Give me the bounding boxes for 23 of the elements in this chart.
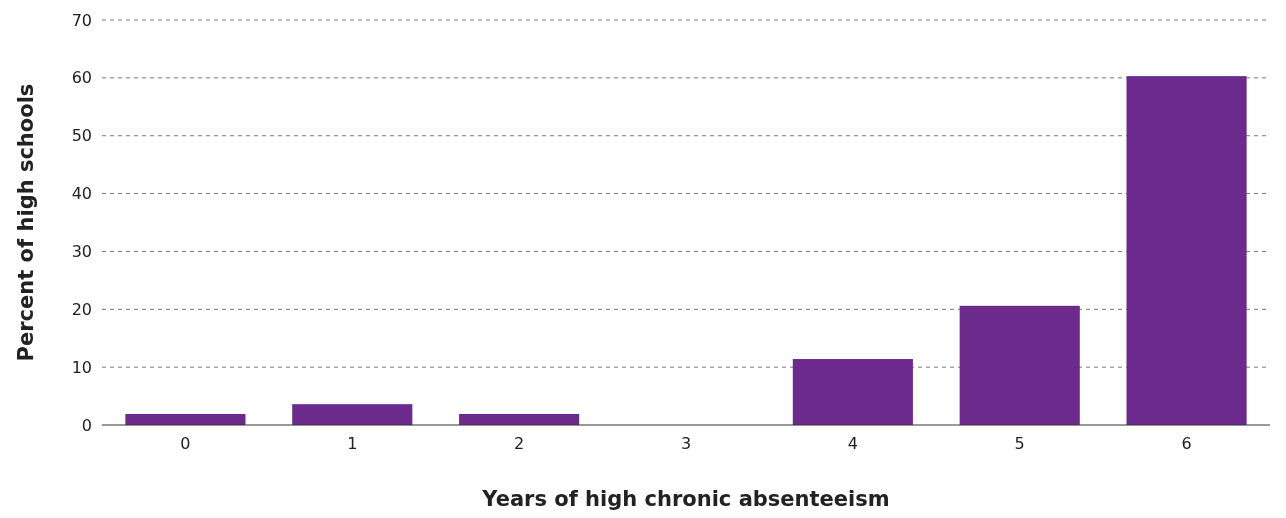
y-tick-label: 20 bbox=[71, 299, 92, 319]
bar bbox=[959, 305, 1080, 425]
x-axis-title: Years of high chronic absenteeism bbox=[481, 487, 890, 511]
y-tick-label: 30 bbox=[71, 242, 92, 262]
bar bbox=[1126, 76, 1247, 425]
y-axis-title: Percent of high schools bbox=[14, 83, 38, 362]
x-tick-label: 1 bbox=[347, 434, 358, 453]
x-tick-label: 0 bbox=[180, 434, 191, 453]
bar bbox=[125, 414, 246, 425]
y-tick-label: 60 bbox=[71, 68, 92, 88]
y-tick-label: 70 bbox=[71, 10, 92, 30]
bar bbox=[292, 404, 413, 425]
y-tick-label: 10 bbox=[71, 357, 92, 377]
y-tick-label: 50 bbox=[71, 126, 92, 146]
y-tick-label: 40 bbox=[71, 184, 92, 204]
x-tick-label: 4 bbox=[847, 434, 858, 453]
x-tick-label: 6 bbox=[1181, 434, 1192, 453]
x-tick-label: 5 bbox=[1014, 434, 1025, 453]
x-tick-label: 3 bbox=[680, 434, 692, 453]
bar bbox=[792, 359, 913, 425]
bar bbox=[459, 414, 580, 425]
y-tick-label: 0 bbox=[81, 415, 92, 435]
x-tick-label: 2 bbox=[514, 434, 525, 453]
